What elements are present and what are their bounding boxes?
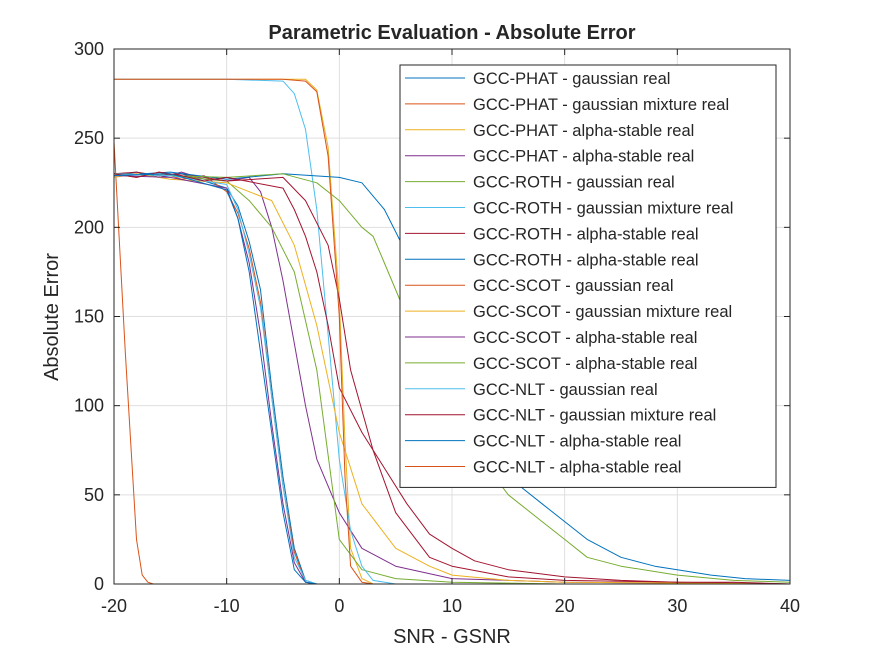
x-tick-label: -20 <box>101 596 127 616</box>
series-line-16 <box>114 78 790 585</box>
x-axis-label: SNR - GSNR <box>393 626 511 648</box>
legend-entry-label: GCC-NLT - gaussian mixture real <box>473 407 716 425</box>
legend-entry-label: GCC-PHAT - gaussian mixture real <box>473 96 729 114</box>
legend-entry-label: GCC-SCOT - gaussian real <box>473 277 674 295</box>
legend-entry-label: GCC-PHAT - gaussian real <box>473 70 670 88</box>
legend-entry-label: GCC-SCOT - gaussian mixture real <box>473 303 732 321</box>
legend-entry-label: GCC-PHAT - alpha-stable real <box>473 148 694 166</box>
y-tick-label: 300 <box>74 39 104 59</box>
y-tick-label: 150 <box>74 307 104 327</box>
y-axis-label: Absolute Error <box>41 253 63 381</box>
series-line-7 <box>113 171 791 585</box>
x-tick-label: 0 <box>334 596 344 616</box>
x-tick-label: 10 <box>442 596 462 616</box>
y-tick-label: 100 <box>74 396 104 416</box>
legend-entry-label: GCC-ROTH - alpha-stable real <box>473 225 699 243</box>
legend-entry-label: GCC-NLT - alpha-stable real <box>473 459 681 477</box>
legend-box <box>399 64 777 488</box>
legend: GCC-PHAT - gaussian real GCC-PHAT - gauss… <box>399 64 777 488</box>
series-line-4 <box>113 171 791 585</box>
series-line-10 <box>113 173 791 585</box>
legend-entry-label: GCC-PHAT - alpha-stable real <box>473 122 694 140</box>
legend-entry-label: GCC-ROTH - gaussian mixture real <box>473 200 733 218</box>
x-tick-label: -10 <box>214 596 240 616</box>
legend-entry-label: GCC-SCOT - alpha-stable real <box>473 355 697 373</box>
x-tick-label: 30 <box>667 596 687 616</box>
chart-title: Parametric Evaluation - Absolute Error <box>268 22 635 44</box>
axis-ticks: -20 -10 0 10 20 30 40 0 50 100 150 200 250 300 <box>74 39 800 616</box>
legend-entry-label: GCC-SCOT - alpha-stable real <box>473 329 697 347</box>
series-line-14 <box>113 171 791 585</box>
legend-entry-label: GCC-ROTH - alpha-stable real <box>473 251 699 269</box>
legend-entry-label: GCC-NLT - alpha-stable real <box>473 433 681 451</box>
legend-entry-label: GCC-NLT - gaussian real <box>473 381 658 399</box>
x-tick-label: 20 <box>555 596 575 616</box>
y-tick-label: 0 <box>94 574 104 594</box>
x-tick-label: 40 <box>780 596 800 616</box>
y-tick-label: 250 <box>74 128 104 148</box>
y-tick-label: 50 <box>84 485 104 505</box>
y-tick-label: 200 <box>74 217 104 237</box>
legend-entry-label: GCC-ROTH - gaussian real <box>473 174 675 192</box>
